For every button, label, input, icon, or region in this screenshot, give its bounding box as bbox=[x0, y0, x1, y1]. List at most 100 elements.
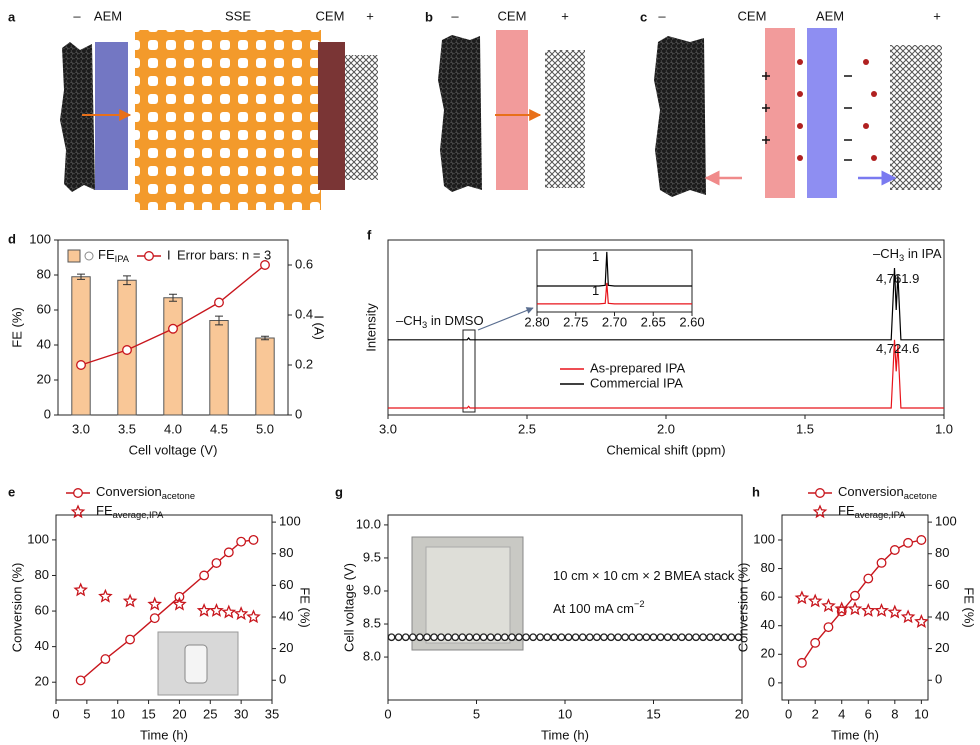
y2-tick-label: 100 bbox=[935, 514, 957, 529]
marker bbox=[122, 593, 138, 608]
marker bbox=[401, 633, 410, 642]
x-tick-label: 0 bbox=[52, 706, 59, 721]
y2-tick-label: 40 bbox=[279, 608, 293, 623]
legend-label-part: average,IPA bbox=[113, 510, 164, 520]
marker bbox=[233, 606, 249, 621]
annotation-part: At 100 mA cm bbox=[553, 601, 634, 616]
marker bbox=[479, 633, 488, 642]
annotation: 1 bbox=[592, 249, 599, 264]
annotation-part: 1 bbox=[592, 249, 599, 264]
cem-membrane bbox=[765, 28, 795, 198]
x-tick-label: 1.0 bbox=[935, 421, 953, 436]
marker bbox=[821, 598, 836, 613]
marker bbox=[635, 633, 644, 642]
y-tick-label: 9.5 bbox=[363, 549, 381, 564]
marker bbox=[437, 633, 445, 642]
line bbox=[388, 339, 944, 409]
marker bbox=[656, 633, 665, 642]
legend-swatch bbox=[67, 249, 81, 263]
marker bbox=[529, 633, 537, 642]
marker bbox=[850, 590, 860, 601]
panel-label: g bbox=[335, 484, 343, 499]
marker bbox=[423, 633, 431, 642]
charge-signs bbox=[762, 72, 852, 161]
marker bbox=[794, 590, 810, 605]
marker bbox=[168, 323, 178, 334]
x-tick-label: 4.5 bbox=[210, 421, 228, 436]
marker bbox=[585, 633, 594, 642]
marker bbox=[147, 596, 163, 611]
ions bbox=[797, 59, 877, 161]
x-tick-label: 6 bbox=[865, 706, 872, 721]
y-tick-label: 100 bbox=[753, 531, 775, 546]
mesh-electrode bbox=[890, 45, 942, 190]
illustration-b: b – CEM + bbox=[425, 8, 585, 192]
marker bbox=[600, 633, 608, 642]
x-tick-label: 4 bbox=[838, 706, 845, 721]
y-tick-label: 8.5 bbox=[363, 615, 381, 630]
marker bbox=[607, 633, 615, 642]
plot-frame bbox=[536, 249, 693, 313]
membrane-label: CEM bbox=[316, 8, 345, 23]
membrane-label: AEM bbox=[816, 8, 844, 23]
annotation-part: in DMSO bbox=[427, 313, 483, 328]
x-tick-label: 15 bbox=[646, 706, 660, 721]
x-tick-label: 5.0 bbox=[256, 421, 274, 436]
legend-label: Commercial IPA bbox=[590, 375, 683, 390]
y-axis-label: FE (%) bbox=[9, 307, 24, 347]
y2-tick-label: 40 bbox=[935, 608, 949, 623]
marker bbox=[706, 633, 714, 642]
marker bbox=[515, 633, 523, 642]
legend-swatch bbox=[70, 504, 86, 519]
marker bbox=[508, 633, 516, 642]
y-tick-label: 80 bbox=[35, 567, 49, 582]
x-axis-label: Chemical shift (ppm) bbox=[606, 442, 725, 457]
y-axis-label: Conversion (%) bbox=[9, 563, 24, 653]
error-bar bbox=[123, 275, 131, 286]
electrolyte-label: SSE bbox=[225, 8, 251, 23]
ion bbox=[797, 59, 803, 65]
panel-label: h bbox=[752, 484, 760, 499]
annotation: 1 bbox=[592, 283, 599, 298]
annotation: 10 cm × 10 cm × 2 BMEA stack bbox=[553, 568, 735, 583]
photo-vial bbox=[184, 644, 208, 684]
marker bbox=[100, 654, 111, 665]
annotation-part: −2 bbox=[634, 599, 645, 609]
error-bar bbox=[169, 293, 177, 302]
panel-label: b bbox=[425, 9, 433, 24]
y-tick-label: 0 bbox=[44, 406, 51, 421]
legend-label: As-prepared IPA bbox=[590, 360, 685, 375]
x-tick-label: 0 bbox=[785, 706, 792, 721]
y2-tick-label: 0.6 bbox=[295, 256, 313, 271]
legend-label-part: FE bbox=[98, 247, 115, 262]
marker bbox=[727, 633, 736, 642]
panel-label: a bbox=[8, 9, 16, 24]
marker bbox=[387, 633, 396, 642]
x-tick-label: 30 bbox=[234, 706, 248, 721]
y-axis-label: Cell voltage (V) bbox=[341, 563, 356, 652]
x-tick-label: 4.0 bbox=[164, 421, 182, 436]
y2-axis-label: FE (%) bbox=[298, 587, 313, 627]
x-tick-label: 5 bbox=[83, 706, 90, 721]
y-tick-label: 60 bbox=[37, 301, 51, 316]
y2-tick-label: 60 bbox=[279, 577, 293, 592]
y2-tick-label: 80 bbox=[935, 545, 949, 560]
marker bbox=[196, 603, 212, 617]
legend-label-part: IPA bbox=[115, 254, 130, 264]
marker bbox=[874, 602, 889, 617]
marker bbox=[444, 633, 453, 642]
marker bbox=[236, 536, 247, 547]
y-tick-label: 20 bbox=[761, 646, 775, 661]
y2-tick-label: 0 bbox=[295, 406, 302, 421]
marker bbox=[571, 633, 580, 642]
annotation-part: in IPA bbox=[904, 246, 942, 261]
plot-frame bbox=[55, 514, 273, 701]
bar bbox=[209, 320, 229, 416]
legend-label-part: FE bbox=[96, 503, 113, 518]
line bbox=[80, 539, 254, 681]
marker bbox=[847, 601, 863, 616]
mesh-electrode bbox=[345, 55, 378, 180]
marker bbox=[670, 633, 679, 642]
x-tick-label: 5 bbox=[473, 706, 480, 721]
